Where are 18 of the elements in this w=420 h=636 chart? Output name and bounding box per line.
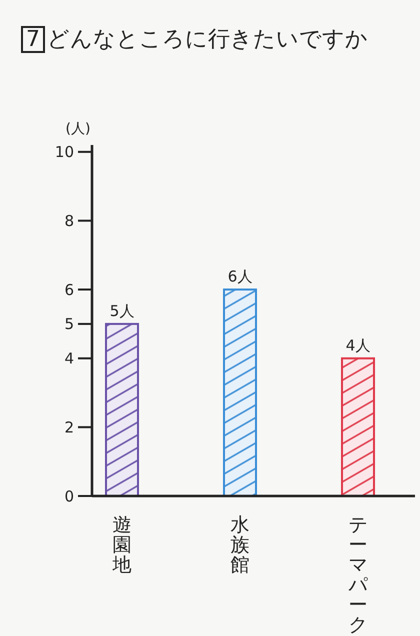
y-axis-title: (人) bbox=[66, 121, 90, 137]
x-tick-label: テーマパーク bbox=[348, 514, 368, 636]
data-label: 5人 bbox=[110, 302, 134, 320]
y-tick-label: 0 bbox=[64, 487, 74, 506]
y-tick-label: 5 bbox=[64, 315, 74, 334]
data-label: 4人 bbox=[346, 336, 370, 354]
y-tick-label: 8 bbox=[64, 212, 74, 230]
bar bbox=[223, 288, 257, 497]
y-tick-label: 6 bbox=[64, 280, 74, 299]
y-tick-label: 2 bbox=[64, 418, 74, 436]
y-tick-label: 4 bbox=[64, 350, 74, 368]
x-tick-label: 水族館 bbox=[230, 514, 250, 576]
chart-title: 7 どんなところに行きたいですか bbox=[26, 27, 368, 52]
data-label: 6人 bbox=[228, 268, 252, 286]
x-tick-label: 遊園地 bbox=[112, 514, 132, 576]
bar bbox=[105, 322, 139, 497]
bar bbox=[341, 357, 375, 497]
y-tick-label: 10 bbox=[54, 143, 74, 162]
